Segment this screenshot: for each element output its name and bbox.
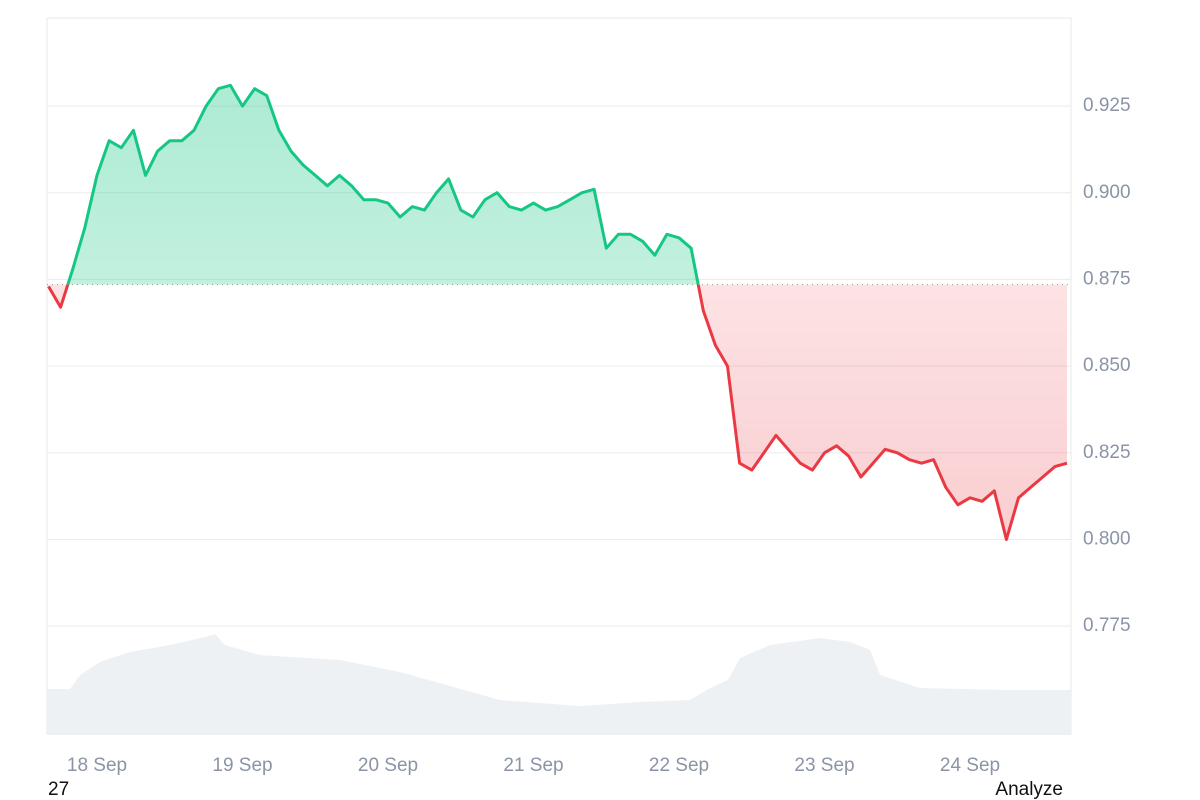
- x-tick-label: 22 Sep: [649, 755, 709, 776]
- y-tick-label: 0.775: [1083, 615, 1131, 636]
- footer-left: 27: [48, 779, 69, 800]
- y-tick-label: 0.850: [1083, 355, 1131, 376]
- footer-right[interactable]: Analyze: [995, 779, 1063, 800]
- y-tick-label: 0.875: [1083, 268, 1131, 289]
- area-up: [48, 85, 1067, 285]
- area-down: [48, 284, 1067, 540]
- y-tick-label: 0.925: [1083, 95, 1131, 116]
- price-line-down: [47, 284, 1068, 541]
- x-tick-label: 19 Sep: [212, 755, 272, 776]
- volume-area: [47, 634, 1071, 735]
- x-tick-label: 20 Sep: [358, 755, 418, 776]
- x-tick-label: 21 Sep: [503, 755, 563, 776]
- y-tick-label: 0.900: [1083, 182, 1131, 203]
- y-tick-label: 0.800: [1083, 528, 1131, 549]
- price-line-up: [66, 83, 700, 285]
- x-tick-label: 18 Sep: [67, 755, 127, 776]
- x-tick-label: 24 Sep: [940, 755, 1000, 776]
- y-tick-label: 0.825: [1083, 442, 1131, 463]
- x-tick-label: 23 Sep: [794, 755, 854, 776]
